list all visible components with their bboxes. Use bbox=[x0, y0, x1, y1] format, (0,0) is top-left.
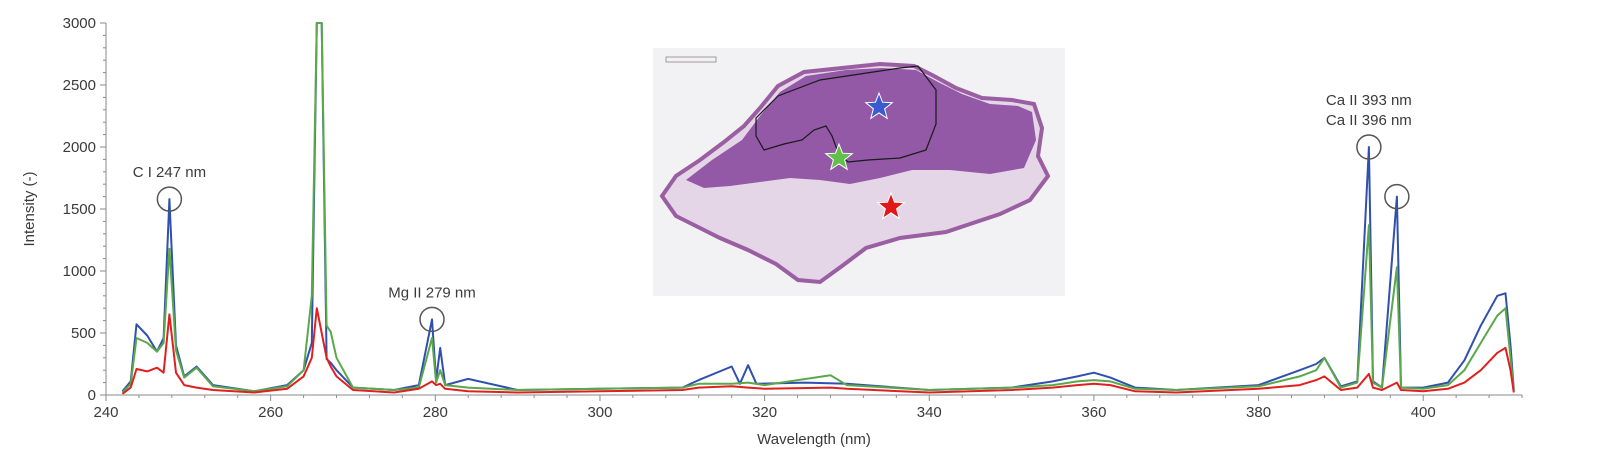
star-marker-1 bbox=[864, 91, 894, 120]
peak-marker-circle bbox=[419, 306, 445, 333]
series-line-3 bbox=[121, 307, 1515, 395]
y-tick-label: 1000 bbox=[63, 263, 96, 280]
axes: 0 500 1000 1500 2000 2500 3000 240 260 280 300 320 3… bbox=[21, 15, 1523, 448]
y-tick-label: 2000 bbox=[63, 139, 96, 156]
tissue-dark-region bbox=[686, 68, 1036, 188]
peak-label: Ca II 396 nm bbox=[1326, 112, 1412, 129]
peak-label: Mg II 279 nm bbox=[388, 284, 476, 301]
x-tick-label: 340 bbox=[917, 404, 942, 421]
peak-label: C I 247 nm bbox=[133, 164, 206, 181]
inset-tissue-image bbox=[653, 48, 1065, 296]
peak-marker-circle bbox=[1384, 183, 1410, 210]
series-line-2 bbox=[121, 22, 1515, 394]
tumor-border bbox=[755, 65, 937, 163]
x-tick-label: 240 bbox=[93, 404, 118, 421]
x-tick-label: 380 bbox=[1246, 404, 1271, 421]
peak-marker-circle bbox=[1356, 134, 1382, 160]
y-axis-title: Intensity (-) bbox=[21, 171, 38, 246]
x-tick-label: 260 bbox=[258, 404, 283, 421]
inset-star-markers bbox=[824, 91, 906, 220]
star-marker-2 bbox=[824, 142, 854, 171]
y-tick-label: 0 bbox=[88, 387, 96, 404]
star-marker-3 bbox=[876, 191, 906, 220]
y-tick-label: 2500 bbox=[63, 77, 96, 94]
x-tick-label: 400 bbox=[1411, 404, 1436, 421]
y-tick-label: 3000 bbox=[63, 15, 96, 32]
y-tick-label: 1500 bbox=[63, 201, 96, 218]
series-group bbox=[121, 22, 1515, 395]
y-tick-label: 500 bbox=[71, 325, 96, 342]
x-tick-label: 360 bbox=[1081, 404, 1106, 421]
peak-label: Ca II 393 nm bbox=[1326, 92, 1412, 109]
x-tick-label: 280 bbox=[423, 404, 448, 421]
x-axis-title: Wavelength (nm) bbox=[757, 431, 871, 448]
annotations-group: C I 247 nm Mg II 279 nm Ca II 393 nm Ca II … bbox=[133, 92, 1412, 333]
inset-scale-bar bbox=[665, 56, 717, 63]
peak-marker-circle bbox=[156, 186, 183, 212]
x-tick-label: 300 bbox=[587, 404, 612, 421]
x-tick-label: 320 bbox=[752, 404, 777, 421]
